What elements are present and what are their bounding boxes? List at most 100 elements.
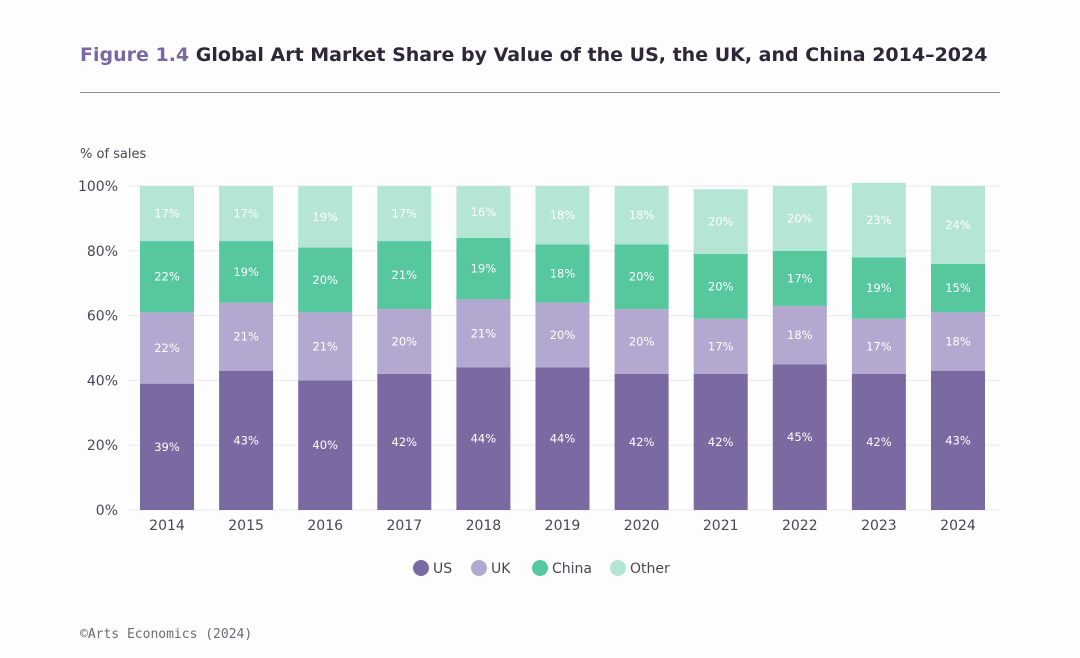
bar-segment-china-2021 — [693, 254, 748, 319]
data-label-us-2014: 39% — [154, 440, 180, 454]
data-label-us-2021: 42% — [708, 435, 734, 449]
legend-swatch-uk — [471, 560, 487, 576]
bar-segment-other-2015 — [219, 186, 274, 242]
bar-segment-china-2019 — [535, 244, 590, 303]
y-tick-label: 20% — [87, 438, 118, 454]
data-label-uk-2021: 17% — [708, 339, 734, 353]
bar-segment-china-2018 — [456, 237, 511, 300]
data-label-uk-2020: 20% — [629, 335, 655, 349]
bar-segment-uk-2024 — [931, 312, 985, 371]
data-label-other-2019: 18% — [550, 208, 576, 222]
bar-segment-other-2021 — [693, 189, 748, 255]
bar-segment-other-2017 — [377, 186, 432, 242]
y-tick-label: 100% — [78, 179, 118, 195]
data-label-china-2015: 19% — [233, 265, 259, 279]
data-label-us-2020: 42% — [629, 435, 655, 449]
bar-segment-china-2014 — [140, 241, 194, 313]
bar-segment-other-2016 — [298, 186, 353, 248]
bar-segment-us-2021 — [693, 373, 748, 510]
x-tick-label: 2016 — [307, 518, 343, 534]
bar-segment-china-2016 — [298, 247, 353, 313]
legend-label-uk: UK — [491, 561, 511, 577]
bar-segment-uk-2016 — [298, 312, 353, 381]
bar-segment-uk-2014 — [140, 312, 194, 384]
bar-segment-us-2022 — [772, 364, 827, 510]
data-label-us-2016: 40% — [312, 438, 338, 452]
x-tick-label: 2022 — [782, 518, 818, 534]
data-label-us-2024: 43% — [945, 433, 971, 447]
data-label-china-2020: 20% — [629, 270, 655, 284]
data-label-china-2019: 18% — [550, 266, 576, 280]
legend-label-china: China — [552, 561, 592, 577]
bar-segment-china-2015 — [219, 241, 274, 303]
bar-segment-other-2018 — [456, 186, 511, 238]
bar-segment-us-2020 — [614, 373, 669, 510]
bar-segment-china-2024 — [931, 263, 985, 313]
x-tick-label: 2015 — [228, 518, 264, 534]
data-label-other-2022: 20% — [787, 211, 813, 225]
bar-segment-us-2018 — [456, 367, 511, 510]
legend-label-other: Other — [630, 561, 670, 577]
data-label-china-2018: 19% — [471, 262, 497, 276]
bar-segment-china-2022 — [772, 250, 827, 306]
chart-title: Figure 1.4 Global Art Market Share by Va… — [80, 44, 1000, 66]
bar-segment-china-2017 — [377, 241, 432, 310]
bar-segment-uk-2021 — [693, 318, 748, 374]
y-tick-label: 80% — [87, 244, 118, 260]
title-divider — [80, 92, 1000, 93]
data-label-uk-2018: 21% — [471, 326, 497, 340]
data-label-other-2016: 19% — [312, 210, 338, 224]
data-label-uk-2019: 20% — [550, 328, 576, 342]
bar-segment-us-2024 — [931, 370, 985, 510]
data-label-us-2018: 44% — [471, 432, 497, 446]
x-tick-label: 2020 — [624, 518, 660, 534]
bar-segment-us-2023 — [851, 373, 906, 510]
bar-segment-us-2014 — [140, 383, 194, 510]
data-label-us-2023: 42% — [866, 435, 892, 449]
bar-segment-us-2015 — [219, 370, 274, 510]
legend-swatch-china — [532, 560, 548, 576]
x-tick-label: 2021 — [703, 518, 739, 534]
x-tick-label: 2017 — [386, 518, 422, 534]
data-label-uk-2022: 18% — [787, 328, 813, 342]
data-label-china-2023: 19% — [866, 281, 892, 295]
legend-label-us: US — [433, 561, 452, 577]
data-label-uk-2014: 22% — [154, 341, 180, 355]
bar-segment-uk-2019 — [535, 302, 590, 368]
data-label-china-2021: 20% — [708, 279, 734, 293]
y-axis-label: % of sales — [80, 147, 146, 162]
figure-title: Global Art Market Share by Value of the … — [195, 44, 988, 66]
data-label-uk-2016: 21% — [312, 339, 338, 353]
bar-segment-uk-2017 — [377, 309, 432, 374]
bar-segment-us-2017 — [377, 373, 432, 510]
bar-segment-other-2019 — [535, 186, 590, 245]
bar-segment-us-2016 — [298, 380, 353, 510]
data-label-china-2016: 20% — [312, 273, 338, 287]
data-label-other-2021: 20% — [708, 215, 734, 229]
data-label-us-2017: 42% — [392, 435, 418, 449]
legend-swatch-us — [413, 560, 429, 576]
bar-segment-uk-2023 — [851, 318, 906, 374]
bar-segment-other-2014 — [140, 186, 194, 242]
x-tick-label: 2019 — [545, 518, 581, 534]
data-label-uk-2024: 18% — [945, 335, 971, 349]
data-label-uk-2015: 21% — [233, 330, 259, 344]
data-label-china-2017: 21% — [392, 268, 418, 282]
y-tick-label: 40% — [87, 373, 118, 389]
data-label-other-2014: 17% — [154, 207, 180, 221]
data-label-china-2024: 15% — [945, 281, 971, 295]
data-label-other-2018: 16% — [471, 205, 497, 219]
data-label-other-2015: 17% — [233, 207, 259, 221]
y-tick-label: 60% — [87, 309, 118, 325]
data-label-uk-2017: 20% — [392, 335, 418, 349]
bar-segment-uk-2022 — [772, 305, 827, 365]
data-label-other-2024: 24% — [945, 218, 971, 232]
bar-segment-other-2023 — [851, 182, 906, 258]
bar-segment-other-2022 — [772, 186, 827, 251]
bar-segment-uk-2018 — [456, 299, 511, 368]
bar-segment-other-2020 — [614, 186, 669, 245]
data-label-china-2022: 17% — [787, 271, 813, 285]
bar-segment-uk-2015 — [219, 302, 274, 371]
legend-swatch-other — [610, 560, 626, 576]
data-label-us-2019: 44% — [550, 432, 576, 446]
